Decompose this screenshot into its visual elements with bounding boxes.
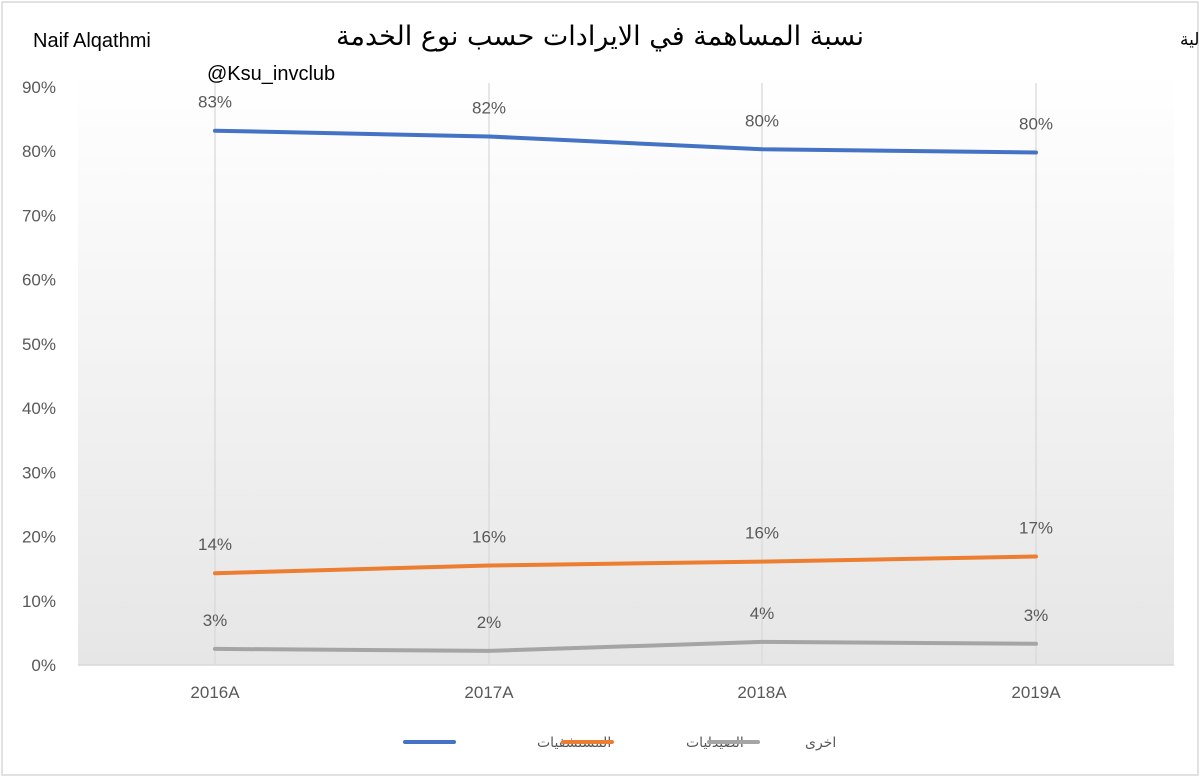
- data-label: 16%: [472, 527, 506, 546]
- data-label: 82%: [472, 98, 506, 117]
- y-tick-label: 60%: [22, 271, 56, 290]
- y-tick-label: 50%: [22, 335, 56, 354]
- data-labels: 83% 82% 80% 80% 14% 16% 16% 17% 3% 2% 4% 3%: [198, 93, 1053, 632]
- chart-title: نسبة المساهمة في الايرادات حسب نوع الخدم…: [336, 21, 864, 52]
- y-tick-label: 90%: [22, 78, 56, 97]
- data-label: 4%: [750, 604, 775, 623]
- y-tick-label: 40%: [22, 399, 56, 418]
- x-tick-label: 2018A: [737, 683, 787, 702]
- x-tick-label: 2016A: [190, 683, 240, 702]
- handle-text: @Ksu_invclub: [207, 63, 335, 85]
- y-tick-label: 0%: [31, 656, 56, 675]
- series-line-1: [213, 554, 1038, 576]
- series-line-0: [213, 128, 1038, 155]
- data-label: 80%: [1019, 115, 1053, 134]
- data-label: 17%: [1019, 518, 1053, 537]
- data-label: 16%: [745, 524, 779, 543]
- plot-area-background: [78, 70, 1174, 665]
- y-tick-label: 20%: [22, 528, 56, 547]
- series-lines: [213, 128, 1038, 653]
- data-label: 2%: [477, 613, 502, 632]
- y-tick-label: 30%: [22, 463, 56, 482]
- data-label: 3%: [1024, 606, 1049, 625]
- x-tick-label: 2017A: [464, 683, 514, 702]
- data-label: 80%: [745, 111, 779, 130]
- legend-label-2: اخرى: [805, 735, 836, 751]
- legend: المستشفياتالصيدلياتاخرى: [403, 735, 836, 751]
- y-tick-label: 10%: [22, 592, 56, 611]
- x-tick-label: 2019A: [1011, 683, 1061, 702]
- axes: 0% 10% 20% 30% 40% 50% 60% 70% 80% 90% 2016A 2017A 2…: [22, 78, 1174, 702]
- source-text: المصدر:القوائم المالية: [1180, 30, 1200, 50]
- author-text: Naif Alqathmi: [33, 30, 151, 52]
- series-line-2: [213, 639, 1038, 653]
- y-tick-label: 70%: [22, 206, 56, 225]
- y-tick-label: 80%: [22, 142, 56, 161]
- data-label: 3%: [203, 611, 228, 630]
- gridlines: [214, 83, 1037, 665]
- data-label: 83%: [198, 93, 232, 112]
- data-label: 14%: [198, 535, 232, 554]
